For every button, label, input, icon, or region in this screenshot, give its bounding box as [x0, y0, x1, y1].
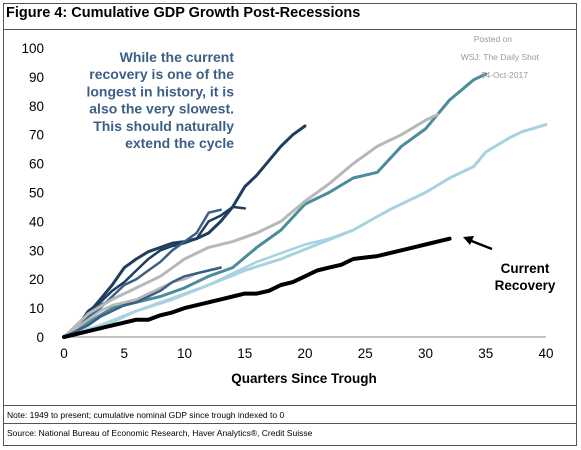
y-tick-label: 20 [29, 272, 44, 287]
current-recovery-label-line: Recovery [495, 278, 556, 293]
series-line-8 [62, 123, 548, 339]
watermark: Posted on WSJ: The Daily Shot 24-Oct-2017 [461, 34, 540, 80]
y-tick-label: 10 [29, 301, 44, 316]
series-line-current-recovery [62, 236, 452, 339]
x-tick-label: 5 [120, 346, 128, 361]
note-divider [3, 405, 577, 406]
x-tick-label: 35 [478, 346, 493, 361]
figure-title: Figure 4: Cumulative GDP Growth Post-Rec… [6, 5, 361, 21]
y-tick-label: 100 [21, 41, 44, 56]
y-tick-label: 0 [36, 330, 44, 345]
figure-source: Source: National Bureau of Economic Rese… [7, 428, 313, 438]
watermark-line: WSJ: The Daily Shot [461, 52, 540, 62]
figure-frame [3, 3, 577, 446]
watermark-line: 24-Oct-2017 [481, 70, 529, 80]
y-tick-label: 80 [29, 99, 44, 114]
x-tick-label: 10 [177, 346, 192, 361]
y-tick-label: 40 [29, 214, 44, 229]
annotation-line: also the very slowest. [89, 101, 234, 117]
series-line-10 [62, 266, 222, 339]
x-tick-label: 30 [418, 346, 433, 361]
x-tick-label: 15 [237, 346, 252, 361]
annotation-line: extend the cycle [125, 135, 234, 151]
y-tick-label: 90 [29, 70, 44, 85]
x-tick-label: 40 [538, 346, 553, 361]
figure-note: Note: 1949 to present; cumulative nomina… [7, 410, 285, 420]
y-tick-label: 30 [29, 243, 44, 258]
watermark-line: Posted on [474, 34, 513, 44]
annotation-line: This should naturally [93, 118, 234, 134]
x-tick-label: 20 [297, 346, 312, 361]
series-line-3 [62, 208, 222, 339]
source-divider [3, 423, 577, 424]
chart-series [62, 72, 548, 339]
arrow-icon [463, 236, 493, 251]
y-tick-label: 70 [29, 128, 44, 143]
y-tick-label: 50 [29, 186, 44, 201]
series-line-9 [62, 228, 355, 339]
x-tick-label: 25 [358, 346, 373, 361]
current-recovery-label-line: Current [501, 261, 550, 276]
annotation-line: recovery is one of the [89, 66, 234, 82]
chart-tick-labels: 0 5 10 15 20 25 30 35 40 0 10 20 30 40 50 60 70 80 90 100 [21, 41, 553, 361]
series-line-2 [62, 205, 247, 339]
annotation-line: longest in history, it is [86, 83, 234, 99]
current-recovery-label: Current Recovery [495, 261, 556, 293]
x-axis-label: Quarters Since Trough [231, 371, 377, 386]
title-divider [3, 29, 577, 30]
annotation-line: While the current [120, 49, 235, 65]
series-line-6 [62, 113, 440, 339]
y-tick-label: 60 [29, 157, 44, 172]
x-tick-label: 0 [60, 346, 68, 361]
